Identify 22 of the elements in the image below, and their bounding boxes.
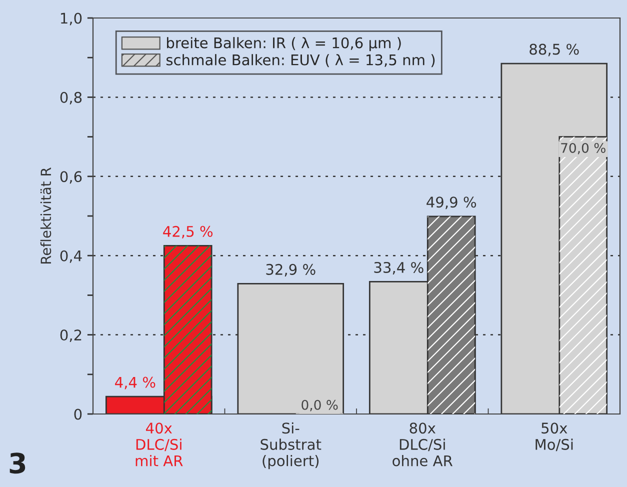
x-tick-label: 50x Mo/Si — [536, 422, 573, 452]
x-tick-label: 80x DLC/Si ohne AR — [392, 422, 453, 466]
y-tick-label: 0,4 — [60, 250, 82, 263]
data-label: 88,5 % — [530, 44, 579, 56]
y-tick-label: 1,0 — [60, 12, 82, 26]
y-tick-label: 0 — [74, 408, 82, 420]
legend-label: breite Balken: IR ( λ = 10,6 µm ) — [167, 37, 401, 52]
data-label: 70,0 % — [561, 142, 606, 154]
data-label: 42,5 % — [163, 226, 213, 238]
text: 3 — [10, 452, 26, 474]
y-tick-label: 0,8 — [60, 92, 82, 104]
data-label: 4,4 % — [115, 376, 156, 390]
data-label: 33,4 % — [374, 262, 424, 274]
x-tick-label: 40x DLC/Si mit AR — [136, 422, 183, 466]
y-tick-label: 0,2 — [60, 330, 82, 342]
x-tick-label: Si- Substrat (poliert) — [260, 422, 322, 470]
y-tick-label: 0,6 — [60, 171, 82, 184]
data-label: 0,0 % — [302, 400, 338, 412]
y-axis-title: Reflektivität R — [40, 168, 52, 264]
data-label: 49,9 % — [426, 196, 476, 210]
text: schmale Balken: EUV ( λ = 13,5 nm ) — [166, 54, 435, 68]
data-label: 32,9 % — [266, 264, 316, 276]
